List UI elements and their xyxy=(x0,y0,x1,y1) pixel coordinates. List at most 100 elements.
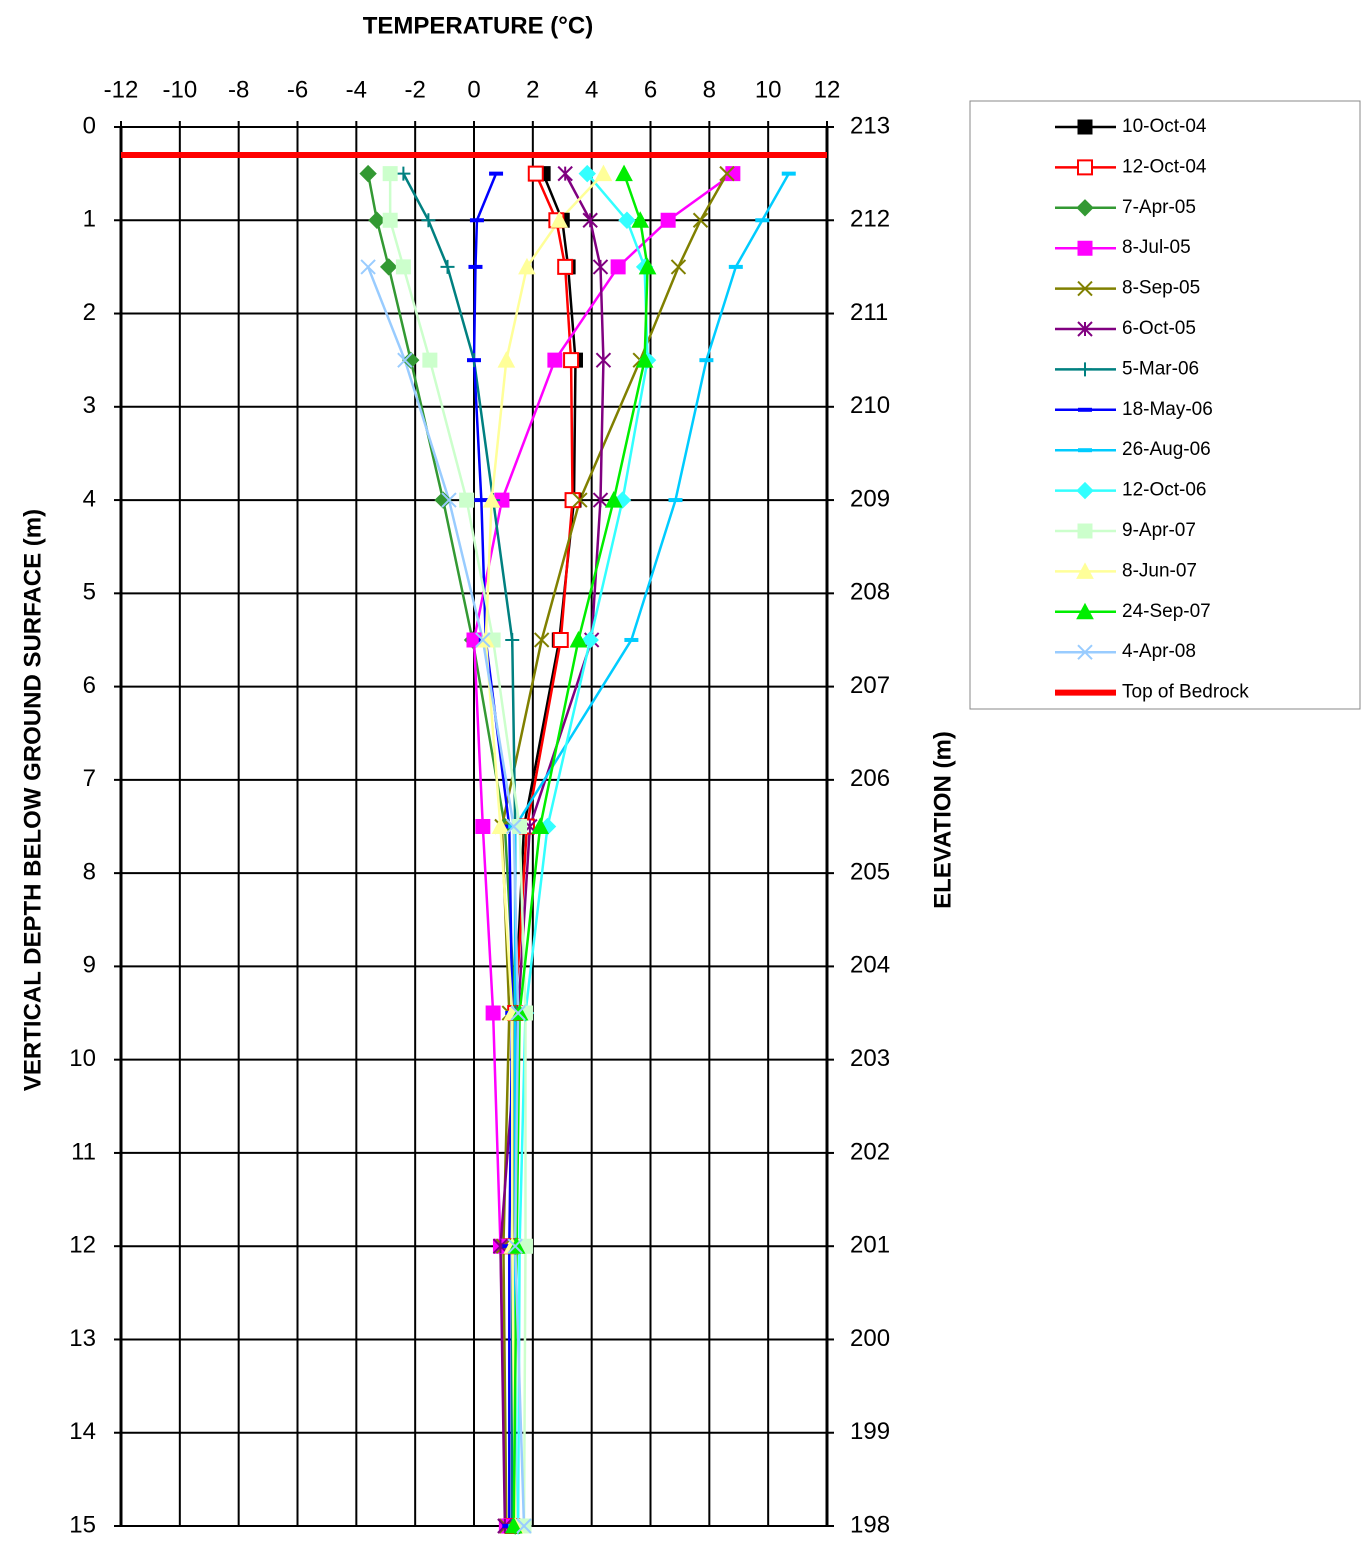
legend-label: 12-Oct-04 xyxy=(1122,156,1207,177)
marker xyxy=(359,164,377,183)
marker xyxy=(557,258,574,275)
x-tick-label: 12 xyxy=(814,76,841,103)
marker xyxy=(592,259,609,275)
y-tick-label: 10 xyxy=(69,1045,96,1072)
marker xyxy=(610,259,626,275)
y2-tick-label: 198 xyxy=(850,1511,890,1538)
y2-tick-label: 211 xyxy=(850,299,888,326)
marker xyxy=(660,212,676,228)
marker xyxy=(1076,562,1094,579)
marker xyxy=(552,631,569,648)
x-tick-label: 0 xyxy=(467,76,480,103)
series-line xyxy=(366,266,526,1527)
legend-box xyxy=(969,100,1361,710)
marker xyxy=(491,817,510,834)
marker xyxy=(505,632,520,647)
marker xyxy=(527,165,544,182)
marker xyxy=(692,212,709,228)
y-tick-label: 2 xyxy=(83,299,96,326)
marker xyxy=(581,631,599,649)
marker xyxy=(618,211,636,229)
x-tick-label: -6 xyxy=(287,76,308,103)
marker xyxy=(475,632,491,648)
y-tick-label: 6 xyxy=(83,672,96,699)
legend-label: 26-Aug-06 xyxy=(1122,439,1211,460)
y2-tick-label: 199 xyxy=(850,1418,890,1445)
marker xyxy=(434,491,452,509)
marker xyxy=(1076,481,1094,500)
marker xyxy=(1077,644,1093,660)
legend-label: 12-Oct-06 xyxy=(1122,480,1206,501)
series-line xyxy=(513,173,790,1526)
marker xyxy=(507,1238,523,1254)
marker xyxy=(572,492,588,508)
marker xyxy=(635,351,654,368)
series-line xyxy=(388,173,527,1527)
marker xyxy=(615,164,633,182)
x-tick-label: -4 xyxy=(346,76,367,103)
marker xyxy=(516,1518,532,1534)
marker xyxy=(1077,119,1093,135)
y-tick-label: 4 xyxy=(83,485,96,512)
legend-label: 7-Apr-05 xyxy=(1122,197,1196,218)
marker xyxy=(506,818,522,835)
marker xyxy=(533,632,550,648)
marker xyxy=(582,212,598,228)
y-tick-label: 5 xyxy=(83,579,96,606)
x-axis-title: TEMPERATURE (°C) xyxy=(363,12,593,39)
marker xyxy=(368,211,386,229)
y2-tick-label: 213 xyxy=(850,112,890,139)
marker xyxy=(1076,199,1094,217)
y2-tick-label: 203 xyxy=(850,1045,890,1072)
marker xyxy=(670,259,687,275)
marker xyxy=(594,164,613,182)
y-tick-label: 13 xyxy=(69,1325,96,1352)
marker xyxy=(421,213,436,228)
marker xyxy=(557,165,573,182)
legend-label: 9-Apr-07 xyxy=(1122,520,1196,541)
y2-tick-label: 207 xyxy=(850,672,890,699)
y2-tick-label: 202 xyxy=(850,1138,890,1165)
x-tick-label: -12 xyxy=(104,76,139,103)
marker xyxy=(592,492,609,508)
marker xyxy=(482,491,501,508)
marker xyxy=(1076,602,1094,620)
marker xyxy=(1077,159,1093,176)
marker xyxy=(382,212,398,228)
series-line xyxy=(484,172,605,1527)
y-tick-label: 3 xyxy=(83,392,96,419)
y2-tick-label: 204 xyxy=(850,952,890,979)
legend-label: 5-Mar-06 xyxy=(1122,358,1199,379)
marker xyxy=(382,166,398,182)
marker xyxy=(459,492,475,508)
marker xyxy=(613,491,632,509)
y2-tick-label: 206 xyxy=(850,765,890,792)
marker xyxy=(379,258,398,276)
marker xyxy=(397,352,413,368)
y-tick-label: 9 xyxy=(83,952,96,979)
marker xyxy=(604,491,623,508)
marker xyxy=(547,352,563,368)
legend-label: 8-Jun-07 xyxy=(1122,560,1197,581)
marker xyxy=(631,211,650,228)
marker xyxy=(531,817,550,834)
marker xyxy=(395,259,411,275)
marker xyxy=(578,164,596,183)
y2-tick-label: 208 xyxy=(850,579,890,606)
marker xyxy=(1077,280,1093,297)
marker xyxy=(518,257,536,275)
marker xyxy=(475,819,491,834)
series-line xyxy=(366,173,517,1526)
legend-label: 10-Oct-04 xyxy=(1122,116,1207,137)
marker xyxy=(563,352,580,369)
y-tick-label: 12 xyxy=(69,1232,96,1259)
x-tick-label: -8 xyxy=(228,76,249,103)
series-line xyxy=(512,173,649,1527)
y-tick-label: 11 xyxy=(71,1138,96,1165)
x-tick-label: 6 xyxy=(644,76,657,103)
legend-label: 18-May-06 xyxy=(1122,399,1213,420)
x-tick-label: -2 xyxy=(404,76,425,103)
marker xyxy=(564,492,581,509)
marker xyxy=(550,211,569,228)
